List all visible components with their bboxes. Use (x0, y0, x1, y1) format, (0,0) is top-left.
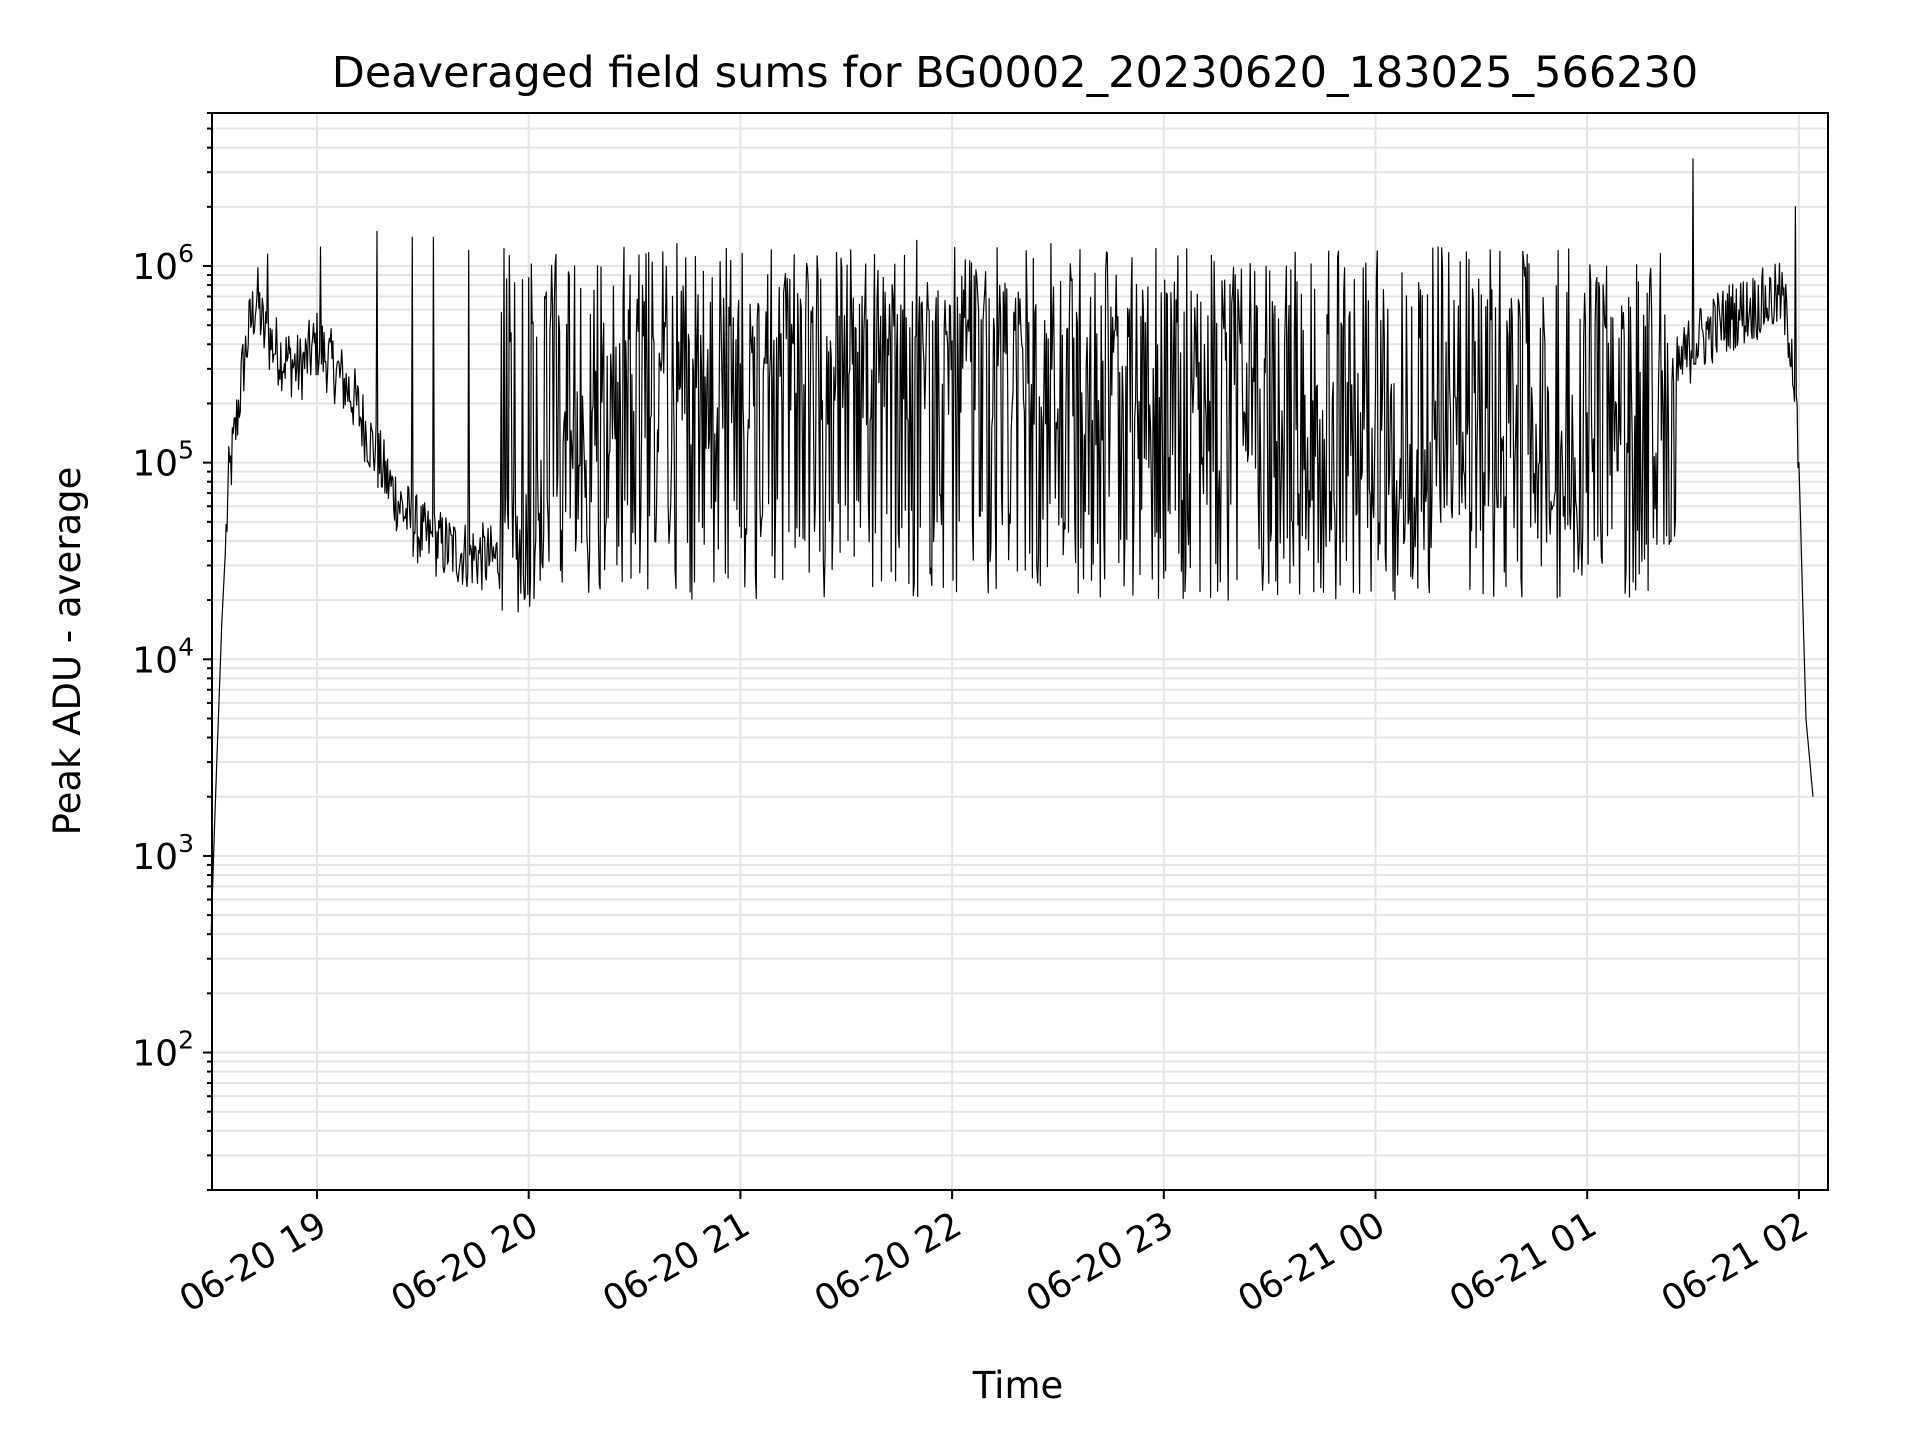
series-layer (210, 158, 1814, 935)
plot-frame (211, 112, 1829, 1191)
series-line (210, 158, 1814, 935)
chart-title: Deaveraged field sums for BG0002_2023062… (332, 48, 1699, 98)
y-tick-label: 103 (132, 829, 194, 878)
x-axis-label: Time (972, 1364, 1064, 1407)
y-tick-label: 106 (132, 239, 194, 288)
y-tick-label: 105 (132, 436, 194, 485)
y-tick-label: 104 (132, 632, 194, 681)
y-tick-label: 102 (132, 1026, 194, 1075)
y-axis-label: Peak ADU - average (46, 467, 89, 836)
